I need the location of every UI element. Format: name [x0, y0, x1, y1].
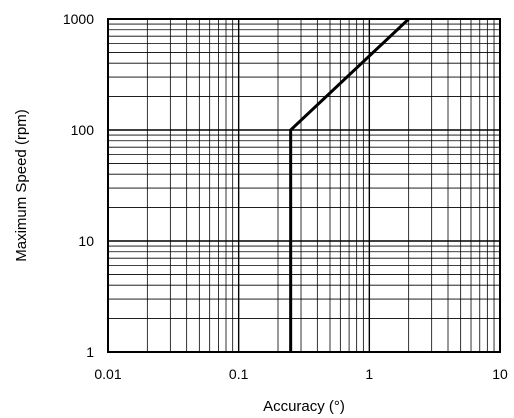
y-tick-labels: 1 10 100 1000: [63, 11, 94, 360]
y-tick-label: 1000: [63, 11, 94, 27]
y-tick-label: 100: [71, 122, 95, 138]
x-tick-label: 1: [365, 366, 373, 382]
series-line-0: [289, 17, 410, 352]
x-tick-label: 0.01: [94, 366, 121, 382]
y-tick-label: 10: [78, 233, 94, 249]
y-axis-title: Maximum Speed (rpm): [13, 109, 30, 262]
x-tick-label: 10: [492, 366, 508, 382]
plot-frame: [107, 18, 501, 353]
y-tick-label: 1: [86, 344, 94, 360]
x-axis-title: Accuracy (°): [263, 398, 345, 415]
grid-minor: [108, 19, 500, 352]
grid-major: [107, 18, 501, 353]
x-tick-labels: 0.01 0.1 1 10: [94, 366, 508, 382]
series-layer: [289, 17, 410, 352]
x-tick-label: 0.1: [229, 366, 249, 382]
